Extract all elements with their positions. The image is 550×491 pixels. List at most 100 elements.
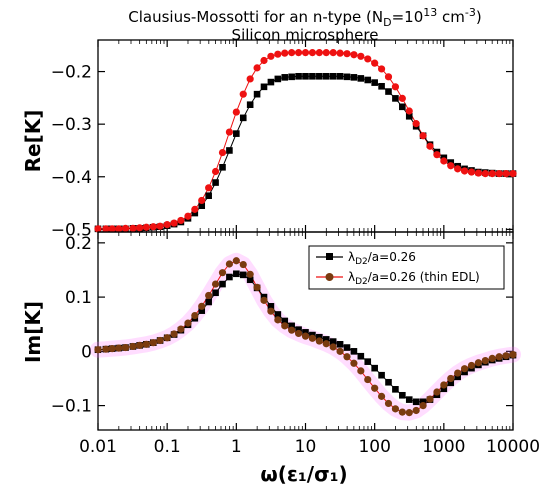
- re-k-series-2-point: [156, 222, 164, 230]
- im-k-series-2-point: [198, 302, 206, 310]
- re-k-series-2-point: [274, 50, 282, 58]
- im-k-series-1-point: [371, 364, 378, 372]
- im-k-series-2-point: [315, 337, 323, 345]
- im-k-series-2-point: [129, 342, 137, 351]
- re-k-series-1-point: [392, 95, 399, 102]
- re-k-series-2-point: [419, 132, 427, 140]
- re-k-series-1-point: [267, 78, 275, 86]
- im-k-series-1-point: [364, 358, 372, 365]
- legend-label-series-1: λD2/a=0.26: [348, 250, 416, 267]
- im-k-series-1-point: [357, 352, 365, 360]
- re-k-series-2-point: [364, 55, 372, 63]
- re-k-series-1-point: [233, 130, 240, 137]
- legend-marker-series-2: [325, 273, 334, 281]
- re-k-series-2-point: [336, 49, 344, 57]
- re-k-series-2-point: [322, 49, 330, 57]
- x-tick-label: 1000: [422, 437, 465, 457]
- im-k-series-2-point: [412, 406, 420, 415]
- re-k-series-2-point: [384, 73, 393, 81]
- im-k-series-2-point: [218, 269, 227, 277]
- im-k-series-2-point: [460, 365, 469, 373]
- re-k-series-1-point: [322, 72, 330, 80]
- im-k-series-2-point: [191, 311, 199, 320]
- im-k-series-2-point: [211, 280, 220, 288]
- im-k-series-1-point: [454, 373, 461, 381]
- re-k-series-2-point: [357, 52, 365, 60]
- x-tick-label: 1: [231, 437, 242, 457]
- im-k-series-2-point: [156, 336, 164, 345]
- im-k-series-1-point: [219, 280, 226, 288]
- re-k-series-2-point: [412, 120, 420, 128]
- re-k-series-2-point: [329, 49, 337, 57]
- x-axis-title: ω(ε₁/σ₁): [260, 462, 347, 486]
- re-k-series-1-point: [316, 72, 323, 80]
- legend-box: [308, 245, 505, 290]
- re-k-series-1-point: [371, 79, 378, 86]
- re-k-series-2-point: [371, 59, 379, 67]
- re-k-series-2-point: [350, 51, 358, 59]
- re-k-series-2-point: [509, 170, 517, 178]
- re-k-series-2-point: [211, 167, 220, 176]
- re-k-series-1-point: [205, 192, 212, 200]
- im-k-series-2-point: [433, 388, 441, 396]
- im-k-series-1-point: [392, 386, 399, 393]
- im-k-series-1-point: [246, 276, 254, 284]
- im-k-series-1-point: [336, 340, 344, 348]
- im-k-series-2-point: [357, 367, 365, 375]
- im-k-series-2-point: [454, 369, 462, 377]
- im-k-series-2-point: [267, 307, 275, 315]
- re-k-series-2-point: [294, 49, 303, 57]
- re-k-series-1-point: [226, 147, 233, 154]
- re-k-series-2-point: [405, 107, 413, 115]
- im-k-series-1-point: [322, 336, 330, 343]
- re-k-series-2-point: [115, 225, 123, 233]
- im-k-series-2-point: [274, 316, 282, 324]
- re-k-series-2-point: [308, 49, 317, 57]
- im-k-series-2-point: [364, 375, 372, 384]
- legend-marker-series-1: [326, 253, 333, 260]
- im-k-series-2-point: [474, 359, 483, 367]
- im-k-series-2-point: [253, 283, 261, 291]
- re-k-series-2-point: [260, 56, 268, 65]
- im-k-series-2-point: [115, 344, 123, 352]
- re-k-series-2-point: [447, 162, 455, 170]
- im-k-series-2-point: [177, 325, 185, 333]
- im-k-series-2-point: [184, 319, 192, 327]
- re-k-series-1-point: [246, 101, 254, 109]
- im-k-series-2-point: [225, 260, 234, 268]
- re-k-series-2-point: [246, 75, 254, 83]
- re-k-series-2-point: [474, 169, 483, 177]
- re-k-series-1-point: [336, 72, 344, 80]
- im-k-series-1-point: [316, 333, 323, 341]
- im-k-series-2-point: [94, 346, 102, 354]
- im-k-series-2-point: [405, 409, 413, 417]
- im-k-y-tick-label: −0.1: [51, 397, 92, 417]
- re-k-y-tick-label: −0.3: [51, 115, 92, 135]
- re-k-series-1-point: [350, 74, 358, 81]
- re-k-y-tick-label: −0.2: [51, 63, 92, 83]
- im-k-series-1-point: [447, 379, 455, 387]
- re-k-series-2-point: [481, 170, 489, 178]
- im-k-series-2-point: [170, 330, 178, 338]
- im-k-series-1-point: [378, 371, 385, 379]
- re-k-series-1-point: [357, 75, 365, 82]
- re-k-series-2-point: [281, 49, 289, 57]
- re-k-series-2-point: [460, 167, 469, 175]
- re-k-series-2-point: [170, 219, 178, 227]
- im-k-series-1-point: [288, 322, 295, 330]
- re-k-series-1-point: [405, 112, 413, 120]
- im-k-series-2-point: [377, 392, 386, 400]
- im-k-series-2-point: [288, 326, 296, 334]
- im-k-series-2-point: [163, 334, 171, 342]
- re-k-series-1-point: [219, 163, 226, 171]
- re-k-series-2-point: [391, 83, 400, 91]
- re-k-series-2-point: [218, 148, 227, 157]
- im-k-series-2-point: [301, 332, 310, 340]
- im-k-series-2-point: [371, 384, 379, 392]
- im-k-series-2-point: [447, 374, 455, 383]
- re-k-series-2-point: [129, 224, 137, 232]
- legend-label-series-2: λD2/a=0.26 (thin EDL): [348, 270, 480, 287]
- re-k-series-1-point: [343, 73, 351, 81]
- im-k-y-tick-label: 0.2: [65, 234, 92, 254]
